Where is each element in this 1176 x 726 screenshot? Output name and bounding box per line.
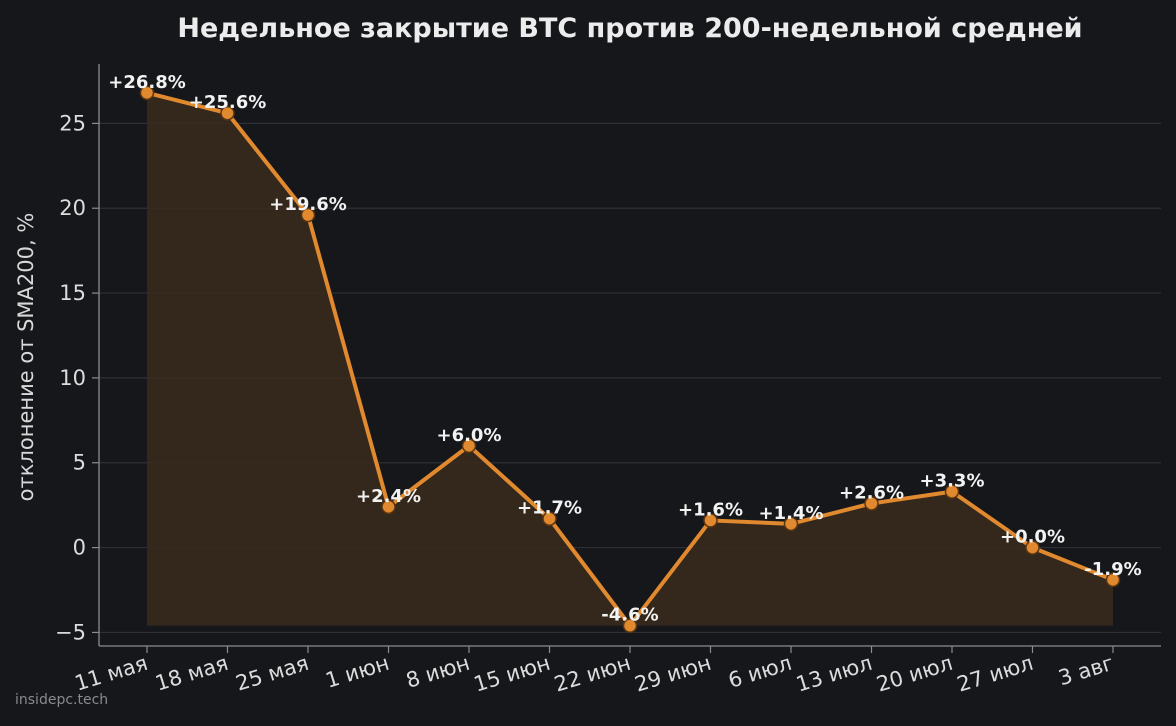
data-point <box>622 618 638 633</box>
data-point <box>864 496 879 511</box>
x-tick-label: 6 июл <box>725 651 794 693</box>
data-labels: +26.8%+25.6% +19.6% +2.4% +6.0% +1.7% -4.6% +1… <box>108 72 1141 626</box>
watermark: insidepc.tech <box>15 692 109 708</box>
x-tick-label: 20 июл <box>874 651 956 697</box>
data-label: -1.9% <box>1084 559 1141 580</box>
data-label: +0.0% <box>1000 527 1065 548</box>
data-point <box>944 484 960 499</box>
data-point <box>220 105 235 121</box>
x-tick-label: 22 июн <box>551 651 633 697</box>
data-point <box>783 516 799 532</box>
data-label: +1.7% <box>517 498 582 519</box>
area-fill <box>147 92 1113 626</box>
data-label: +1.4% <box>758 503 823 524</box>
data-point <box>542 511 557 526</box>
y-tick-label: 15 <box>59 281 86 305</box>
data-label: +2.4% <box>356 486 421 507</box>
axes <box>92 64 1161 653</box>
series-area <box>147 92 1113 626</box>
y-tick-label: 20 <box>59 196 86 220</box>
y-tick-label: 10 <box>59 366 86 390</box>
x-tick-label: 11 мая <box>72 651 151 696</box>
data-label: +19.6% <box>269 194 347 215</box>
data-label: -4.6% <box>601 605 658 626</box>
data-point <box>300 207 316 223</box>
data-points <box>139 85 1121 633</box>
data-point <box>139 85 155 101</box>
y-tick-labels: −5 0 5 10 15 20 25 <box>55 111 86 644</box>
x-tick-label: 25 мая <box>233 651 312 696</box>
data-label: +26.8% <box>108 72 186 93</box>
data-label: +25.6% <box>189 92 267 113</box>
data-point <box>703 513 718 528</box>
x-tick-label: 27 июл <box>954 651 1036 697</box>
data-label: +3.3% <box>919 471 984 492</box>
x-tick-label: 13 июл <box>793 651 875 697</box>
data-label: +6.0% <box>436 425 501 446</box>
x-tick-label: 15 июн <box>471 651 553 697</box>
data-label: +2.6% <box>839 482 904 503</box>
data-point <box>461 438 477 454</box>
data-point <box>1025 540 1040 555</box>
x-tick-label: 8 июн <box>403 651 472 693</box>
y-axis-label: отклонение от SMA200, % <box>14 213 38 502</box>
y-tick-label: 5 <box>73 451 86 475</box>
data-label: +1.6% <box>678 499 743 520</box>
x-tick-label: 1 июн <box>323 651 392 693</box>
y-tick-label: 25 <box>59 111 86 135</box>
x-tick-label: 3 авг <box>1056 651 1117 690</box>
data-point <box>381 499 396 515</box>
data-point <box>1105 572 1121 588</box>
chart-title: Недельное закрытие BTC против 200-недель… <box>177 13 1082 44</box>
y-tick-label: −5 <box>55 620 86 644</box>
y-tick-label: 0 <box>73 536 86 560</box>
x-tick-label: 18 мая <box>152 651 231 696</box>
x-tick-label: 29 июн <box>632 651 714 697</box>
